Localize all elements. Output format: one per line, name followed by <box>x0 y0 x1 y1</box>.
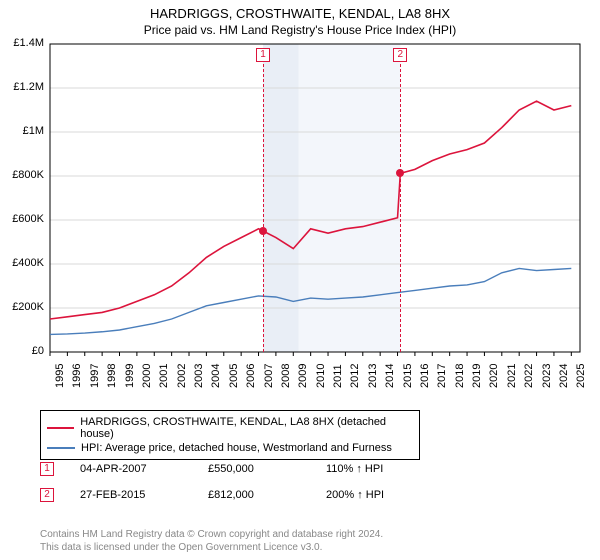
y-tick-label: £1.4M <box>0 37 44 49</box>
chart-container: HARDRIGGS, CROSTHWAITE, KENDAL, LA8 8HX … <box>0 0 600 560</box>
marker-line <box>263 64 264 352</box>
x-tick-label: 2022 <box>523 364 535 388</box>
footer-line-2: This data is licensed under the Open Gov… <box>40 541 383 554</box>
x-tick-label: 2011 <box>332 364 344 388</box>
x-tick-label: 1998 <box>106 364 118 388</box>
x-tick-label: 2008 <box>280 364 292 388</box>
legend-item: HARDRIGGS, CROSTHWAITE, KENDAL, LA8 8HX … <box>47 415 413 441</box>
sale-delta: 110% ↑ HPI <box>326 463 383 475</box>
x-tick-label: 2001 <box>158 364 170 388</box>
x-tick-label: 2012 <box>349 364 361 388</box>
x-tick-label: 1995 <box>54 364 66 388</box>
y-tick-label: £1M <box>0 125 44 137</box>
sale-row-badge: 2 <box>40 488 54 502</box>
x-tick-label: 2020 <box>488 364 500 388</box>
marker-badge: 1 <box>256 48 270 62</box>
sale-price: £812,000 <box>208 489 318 501</box>
x-tick-label: 2017 <box>436 364 448 388</box>
x-tick-label: 2024 <box>558 364 570 388</box>
x-tick-label: 2007 <box>263 364 275 388</box>
footer-line-1: Contains HM Land Registry data © Crown c… <box>40 528 383 541</box>
y-tick-label: £400K <box>0 257 44 269</box>
x-tick-label: 2021 <box>506 364 518 388</box>
y-tick-label: £1.2M <box>0 81 44 93</box>
x-tick-label: 2000 <box>141 364 153 388</box>
x-tick-label: 1999 <box>124 364 136 388</box>
legend-item: HPI: Average price, detached house, West… <box>47 441 413 455</box>
x-tick-label: 2014 <box>384 364 396 388</box>
legend-label: HPI: Average price, detached house, West… <box>81 442 392 454</box>
legend-swatch <box>47 447 75 449</box>
x-tick-label: 2025 <box>575 364 587 388</box>
marker-line <box>400 64 401 352</box>
sale-price: £550,000 <box>208 463 318 475</box>
y-tick-label: £800K <box>0 169 44 181</box>
sale-row-badge: 1 <box>40 462 54 476</box>
x-tick-label: 2004 <box>210 364 222 388</box>
x-tick-label: 1997 <box>89 364 101 388</box>
x-tick-label: 2006 <box>245 364 257 388</box>
x-tick-label: 2013 <box>367 364 379 388</box>
y-tick-label: £600K <box>0 213 44 225</box>
legend-label: HARDRIGGS, CROSTHWAITE, KENDAL, LA8 8HX … <box>80 416 413 440</box>
sale-delta: 200% ↑ HPI <box>326 489 384 501</box>
x-tick-label: 2023 <box>541 364 553 388</box>
x-tick-label: 2018 <box>454 364 466 388</box>
sale-date: 04-APR-2007 <box>80 463 200 475</box>
chart-plot <box>0 0 600 420</box>
x-tick-label: 2009 <box>297 364 309 388</box>
sale-row: 1 04-APR-2007 £550,000 110% ↑ HPI <box>40 462 383 476</box>
sale-point <box>259 227 267 235</box>
x-tick-label: 2003 <box>193 364 205 388</box>
x-tick-label: 2002 <box>176 364 188 388</box>
footer-text: Contains HM Land Registry data © Crown c… <box>40 528 383 554</box>
y-tick-label: £200K <box>0 301 44 313</box>
sale-point <box>396 169 404 177</box>
sale-row: 2 27-FEB-2015 £812,000 200% ↑ HPI <box>40 488 384 502</box>
x-tick-label: 2010 <box>315 364 327 388</box>
x-tick-label: 1996 <box>71 364 83 388</box>
legend: HARDRIGGS, CROSTHWAITE, KENDAL, LA8 8HX … <box>40 410 420 460</box>
x-tick-label: 2015 <box>402 364 414 388</box>
marker-badge: 2 <box>393 48 407 62</box>
legend-swatch <box>47 427 74 429</box>
x-tick-label: 2019 <box>471 364 483 388</box>
y-tick-label: £0 <box>0 345 44 357</box>
x-tick-label: 2005 <box>228 364 240 388</box>
sale-date: 27-FEB-2015 <box>80 489 200 501</box>
x-tick-label: 2016 <box>419 364 431 388</box>
